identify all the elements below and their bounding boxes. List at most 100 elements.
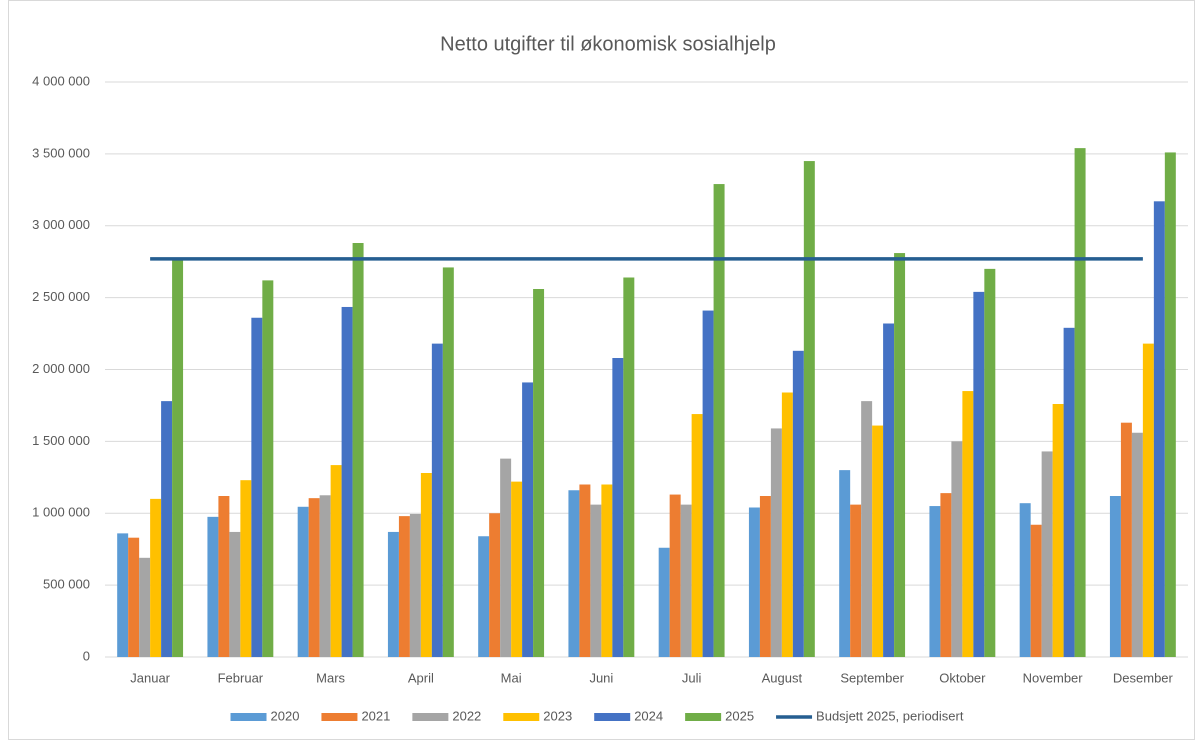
y-tick-label: 1 000 000 [32,505,90,520]
bar [1063,327,1075,657]
bar [1030,524,1042,657]
bar [929,506,941,657]
bar [1109,496,1121,657]
y-tick-label: 2 000 000 [32,361,90,376]
x-tick-label: September [840,670,904,685]
bar [748,507,760,657]
bar [409,513,421,657]
bar [691,414,703,657]
bar [1074,148,1086,657]
bar [251,317,263,657]
bar [1052,404,1064,657]
bar [850,504,862,657]
bar [431,343,443,657]
bar [352,243,364,657]
legend-swatch [230,713,267,721]
bar [341,306,353,657]
bar [150,498,162,657]
bar [533,289,545,657]
bar [568,490,580,657]
bar [229,531,241,657]
legend-swatch [412,713,449,721]
x-tick-label: November [1023,670,1084,685]
bar [951,441,963,657]
legend-swatch [594,713,631,721]
bar [861,401,873,657]
bar [1041,451,1053,657]
legend-label: 2023 [543,708,572,723]
bar [940,493,952,657]
bar [1120,422,1132,657]
bar [128,537,140,657]
legend-label: Budsjett 2025, periodisert [816,708,964,723]
y-tick-label: 1 500 000 [32,433,90,448]
bar [680,504,692,657]
bar [489,513,501,657]
bar [658,547,670,657]
legend-label: 2022 [452,708,481,723]
bar [713,184,725,657]
bar [894,253,906,657]
bar [1142,343,1154,657]
x-tick-label: Juli [682,670,702,685]
bar [442,267,454,657]
legend-swatch [503,713,540,721]
legend-swatch [685,713,722,721]
y-tick-label: 3 500 000 [32,145,90,160]
bar [612,358,624,657]
x-tick-label: April [408,670,434,685]
legend-label: 2021 [361,708,390,723]
y-tick-label: 0 [83,648,90,663]
y-tick-label: 500 000 [43,577,90,592]
bar [161,401,173,657]
bar [1019,503,1031,657]
chart-title: Netto utgifter til økonomisk sosialhjelp [440,33,776,55]
bar [759,496,771,657]
y-tick-label: 3 000 000 [32,217,90,232]
bar [139,557,151,657]
bar [872,425,884,657]
bar [803,161,815,657]
bar [511,481,523,657]
bar [218,496,230,657]
bar [984,268,996,657]
bar [839,470,851,657]
legend-label: 2024 [634,708,663,723]
y-tick-label: 4 000 000 [32,73,90,88]
bar [308,498,320,657]
bar [590,504,602,657]
bar [1164,152,1176,657]
legend-swatch [321,713,358,721]
bar [781,392,793,657]
bar [770,428,782,657]
x-tick-label: Oktober [939,670,986,685]
bar [522,382,534,657]
bar [1153,201,1165,657]
bar [579,484,591,657]
bar [792,350,804,657]
x-tick-label: August [762,670,803,685]
bar [973,291,985,657]
x-tick-label: Desember [1113,670,1174,685]
bar [297,506,309,657]
bar [702,310,714,657]
bar [1131,432,1143,657]
bar [669,494,681,657]
bar [883,323,895,657]
legend-label: 2025 [725,708,754,723]
bar [319,495,331,657]
bar [500,458,512,657]
bar [117,533,129,657]
y-tick-label: 2 500 000 [32,289,90,304]
bar [387,531,399,657]
x-tick-label: Juni [589,670,613,685]
bar [207,516,219,657]
x-tick-label: Mars [316,670,345,685]
bar [420,473,432,657]
bar [240,480,252,657]
x-tick-label: Mai [501,670,522,685]
bar [398,516,410,657]
legend-label: 2020 [271,708,300,723]
bar [623,277,635,657]
